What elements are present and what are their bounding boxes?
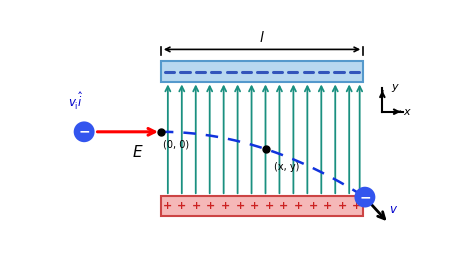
Text: +: + <box>294 201 303 211</box>
Bar <box>161 196 363 216</box>
Text: +: + <box>250 201 259 211</box>
Text: +: + <box>162 201 172 211</box>
Text: $E$: $E$ <box>132 144 144 160</box>
Bar <box>161 62 363 81</box>
Text: +: + <box>235 201 245 211</box>
Text: (x, y): (x, y) <box>274 162 300 172</box>
Text: −: − <box>359 190 371 204</box>
Text: +: + <box>323 201 332 211</box>
Text: +: + <box>265 201 274 211</box>
Text: +: + <box>192 201 201 211</box>
Text: +: + <box>308 201 318 211</box>
Text: +: + <box>352 201 361 211</box>
Text: +: + <box>221 201 230 211</box>
Text: $l$: $l$ <box>259 30 265 45</box>
Text: +: + <box>206 201 216 211</box>
Text: −: − <box>78 125 90 139</box>
Text: (0, 0): (0, 0) <box>162 140 189 150</box>
Text: +: + <box>177 201 186 211</box>
Text: $v$: $v$ <box>389 203 398 216</box>
Text: $v_{\rm i}\hat{i}$: $v_{\rm i}\hat{i}$ <box>68 91 83 112</box>
Ellipse shape <box>74 121 94 142</box>
Text: y: y <box>391 82 398 92</box>
Text: +: + <box>338 201 347 211</box>
Text: x: x <box>403 107 410 117</box>
Text: +: + <box>279 201 288 211</box>
Ellipse shape <box>355 187 375 207</box>
